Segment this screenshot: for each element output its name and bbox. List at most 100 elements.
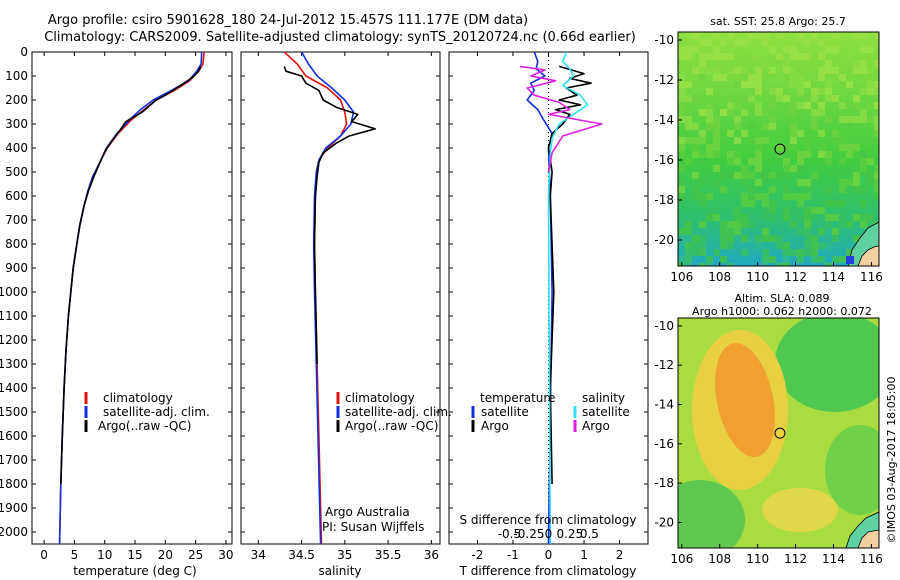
sst-pixel (727, 130, 734, 137)
sst-pixel (685, 39, 692, 46)
sst-pixel (692, 172, 699, 179)
sst-pixel (720, 242, 727, 249)
top-tick-label: 0.25 (556, 527, 583, 541)
sst-pixel (678, 186, 685, 193)
sst-pixel (762, 39, 769, 46)
sst-pixel (734, 81, 741, 88)
sst-map-frame (677, 31, 880, 267)
sst-pixel (685, 116, 692, 123)
sst-pixel (811, 32, 818, 39)
sst-pixel (825, 116, 832, 123)
sst-pixel (692, 242, 699, 249)
sst-pixel (783, 214, 790, 221)
sst-pixel (720, 53, 727, 60)
x-tick-label: -1 (507, 548, 519, 562)
sst-pixel (790, 74, 797, 81)
sst-pixel (685, 158, 692, 165)
depth-tick-label: 900 (5, 261, 28, 275)
sst-pixel (678, 109, 685, 116)
difference-series (519, 51, 603, 545)
sst-pixel (706, 123, 713, 130)
difference-panel: -2 -1 0 1 2 -0.5-0.25 0 0.250.5 S difference f… (448, 51, 649, 578)
sst-pixel (874, 60, 879, 67)
legend-salinity-satellite-label: satellite (582, 405, 630, 419)
sst-pixel (678, 46, 685, 53)
sst-pixel (846, 123, 853, 130)
sst-pixel (699, 39, 706, 46)
sst-pixel (706, 151, 713, 158)
sst-pixel (783, 249, 790, 256)
sst-pixel (832, 46, 839, 53)
sst-pixel (727, 172, 734, 179)
sst-pixel (720, 221, 727, 228)
sst-pixel (699, 235, 706, 242)
sst-pixel (818, 242, 825, 249)
sst-pixel (874, 165, 879, 172)
sst-pixel (678, 193, 685, 200)
sst-pixel (713, 32, 720, 39)
sst-pixel (727, 95, 734, 102)
sst-pixel (769, 116, 776, 123)
sst-pixel (874, 193, 879, 200)
sst-pixel (706, 88, 713, 95)
sst-pixel (860, 200, 867, 207)
sst-pixel (811, 249, 818, 256)
sst-pixel (874, 179, 879, 186)
depth-tick-label: 1500 (0, 405, 28, 419)
sst-pixel (853, 32, 860, 39)
sst-pixel (797, 249, 804, 256)
sst-pixel (734, 123, 741, 130)
salinity-depth-ticks (241, 51, 648, 533)
sla-green-region-1 (775, 318, 879, 412)
sst-pixel (734, 46, 741, 53)
sst-pixel (783, 242, 790, 249)
sst-pixel (776, 263, 783, 266)
sst-pixel (678, 102, 685, 109)
sst-pixel (867, 179, 874, 186)
difference-legend-temperature: temperature satellite Argo (471, 391, 555, 433)
sst-pixel (699, 109, 706, 116)
sst-pixel (762, 137, 769, 144)
sst-pixel (853, 179, 860, 186)
map-x-tick-label: 110 (746, 552, 769, 566)
sst-pixel (699, 74, 706, 81)
sst-pixel (755, 165, 762, 172)
sst-pixel (713, 214, 720, 221)
sst-pixel (741, 179, 748, 186)
sst-pixel (874, 123, 879, 130)
sst-pixel (769, 172, 776, 179)
sst-pixel (748, 235, 755, 242)
sst-pixel (678, 95, 685, 102)
sst-pixel (860, 214, 867, 221)
sst-pixel (699, 130, 706, 137)
sst-pixel (727, 221, 734, 228)
sst-pixel (762, 200, 769, 207)
sst-pixel (727, 32, 734, 39)
sst-pixel (762, 207, 769, 214)
sst-pixel (818, 109, 825, 116)
sst-pixel (846, 116, 853, 123)
depth-tick-label: 400 (5, 141, 28, 155)
sla-map-title-2: Argo h1000: 0.062 h2000: 0.072 (692, 305, 872, 318)
sst-pixel (776, 144, 783, 151)
depth-tick-label: 1300 (0, 357, 28, 371)
depth-tick-label: 500 (5, 165, 28, 179)
map-y-tick-label: -10 (654, 319, 674, 333)
sst-pixel (839, 144, 846, 151)
sst-pixel (734, 172, 741, 179)
series-line (283, 66, 376, 365)
depth-tick-label: 100 (5, 69, 28, 83)
sst-pixel (832, 235, 839, 242)
sst-pixel (797, 53, 804, 60)
x-tick-label: 30 (218, 548, 233, 562)
sst-pixel (804, 179, 811, 186)
sst-pixel (699, 193, 706, 200)
map-y-tick-label: -18 (654, 193, 674, 207)
sst-pixel (790, 109, 797, 116)
sst-pixel (839, 200, 846, 207)
sst-pixel (832, 256, 839, 263)
sst-pixel (797, 102, 804, 109)
sst-pixel (790, 144, 797, 151)
sst-pixel (699, 151, 706, 158)
sst-pixel (741, 39, 748, 46)
